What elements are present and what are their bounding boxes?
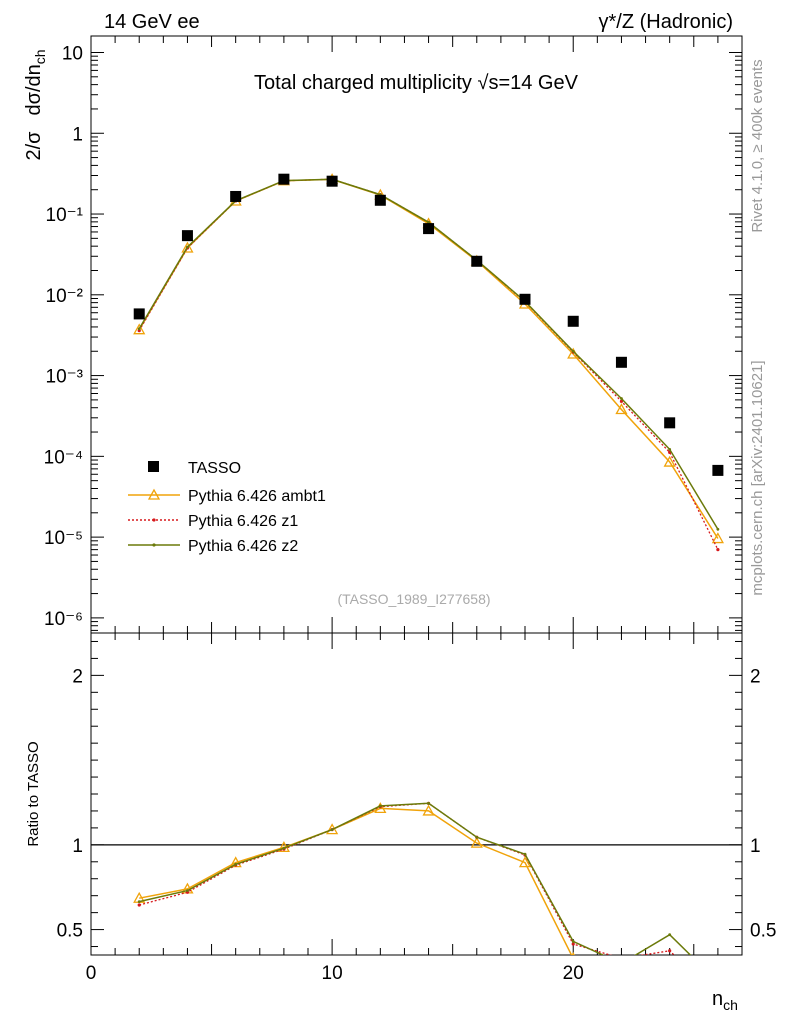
main-point-z2 (427, 220, 430, 224)
x-axis-label: nch (712, 988, 738, 1013)
tasso-data-point (615, 356, 627, 368)
legend-label: Pythia 6.426 z1 (188, 513, 298, 530)
ratio-point-ambt1 (422, 804, 435, 816)
legend-label: Pythia 6.426 z2 (188, 538, 298, 555)
main-point-z2 (620, 397, 623, 400)
ratio-point-z1 (137, 903, 141, 907)
ratio-line-pythia-6.426-z1 (139, 802, 675, 955)
main-point-ambt1 (711, 532, 724, 544)
main-point-z2 (668, 447, 672, 451)
ratio-y-tick-label: 1 (72, 836, 83, 857)
tasso-data-point (519, 293, 531, 305)
ratio-point-z2 (137, 900, 141, 904)
ratio-point-z1 (571, 942, 575, 946)
main-point-z2 (716, 527, 720, 531)
ratio-y-tick-label: 2 (72, 666, 83, 687)
ratio-point-ambt1 (616, 967, 626, 976)
main-point-ambt1 (615, 403, 628, 415)
legend: TASSO Pythia 6.426 ambt1 Pythia 6.426 z1 Py… (128, 460, 326, 555)
legend-marker (152, 518, 156, 522)
ratio-line-pythia-6.426-ambt1 (139, 807, 573, 955)
tasso-data-point (567, 315, 579, 327)
tasso-data-point (664, 417, 676, 429)
chart-title: Total charged multiplicity √s=14 GeV (254, 72, 579, 94)
tasso-data-point (133, 308, 145, 320)
ratio-y-tick-label-right: 1 (750, 836, 761, 857)
main-y-tick-label: 10⁻⁵ (44, 528, 83, 549)
ratio-y-tick-label-right: 2 (750, 666, 761, 687)
main-point-ambt1 (133, 323, 146, 335)
ratio-point-z2 (716, 981, 719, 984)
ratio-point-z2 (186, 889, 189, 892)
ratio-point-z2 (668, 933, 672, 937)
x-tick-label: 0 (86, 963, 97, 984)
ratio-point-z2 (475, 835, 479, 839)
ratio-point-z2 (282, 846, 286, 850)
ratio-point-ambt1 (518, 856, 532, 868)
rivet-version-label: Rivet 4.1.0, ≥ 400k events (749, 59, 766, 232)
tasso-data-point (326, 175, 338, 187)
mcplots-label: mcplots.cern.ch [arXiv:2401.10621] (749, 360, 766, 595)
main-point-z1 (619, 399, 624, 403)
tasso-data-point (278, 173, 290, 185)
legend-label: TASSO (188, 460, 241, 477)
ratio-point-z2 (620, 962, 623, 965)
x-tick-label: 10 (322, 963, 343, 984)
ratio-y-axis-label: Ratio to TASSO (25, 741, 42, 846)
ratio-point-z2 (330, 828, 334, 831)
legend-marker-tasso (148, 461, 159, 472)
ratio-y-tick-label-right: 0.5 (750, 921, 776, 942)
ratio-plot-frame (90, 632, 743, 956)
process-label: 14 GeV ee (104, 11, 200, 33)
tasso-data-point (712, 464, 724, 476)
ratio-point-z2 (523, 852, 527, 856)
ratio-y-tick-label: 0.5 (57, 921, 83, 942)
ratio-point-z2 (427, 801, 430, 805)
ratio-point-z2 (234, 862, 238, 866)
ratio-point-ambt1 (470, 836, 483, 848)
main-y-tick-label: 10 (62, 43, 83, 64)
main-y-axis-label: 2/σdσ/dnch (23, 49, 48, 160)
ratio-point-z2 (378, 804, 382, 808)
ratio-point-z1 (620, 957, 623, 960)
main-y-tick-label: 10⁻⁴ (44, 447, 83, 468)
reference-analysis-label: (TASSO_1989_I277658) (337, 591, 490, 607)
legend-marker (152, 543, 156, 547)
ratio-point-z2 (571, 940, 575, 943)
main-point-z2 (186, 245, 189, 249)
legend-marker-ambt1 (147, 488, 161, 500)
x-tick-label: 20 (563, 963, 584, 984)
main-y-tick-label: 1 (72, 124, 83, 145)
tasso-data-point (471, 255, 483, 267)
legend-label: Pythia 6.426 ambt1 (188, 488, 326, 505)
main-y-tick-label: 10⁻² (46, 286, 84, 307)
main-point-z2 (137, 327, 141, 331)
ratio-point-ambt1 (665, 965, 675, 974)
tasso-data-point (181, 230, 193, 242)
main-point-z1 (716, 548, 720, 552)
main-point-ambt1 (181, 241, 194, 253)
main-y-tick-label: 10⁻¹ (46, 205, 84, 226)
process-type-label: γ*/Z (Hadronic) (599, 11, 733, 33)
main-point-ambt1 (663, 455, 676, 467)
ratio-point-z1 (668, 949, 672, 953)
tasso-data-point (374, 194, 386, 206)
main-point-z2 (571, 349, 575, 353)
main-y-tick-label: 10⁻³ (46, 367, 84, 388)
tasso-data-point (230, 190, 242, 202)
tasso-data-point (423, 223, 435, 235)
main-y-tick-label: 10⁻⁶ (44, 609, 83, 630)
